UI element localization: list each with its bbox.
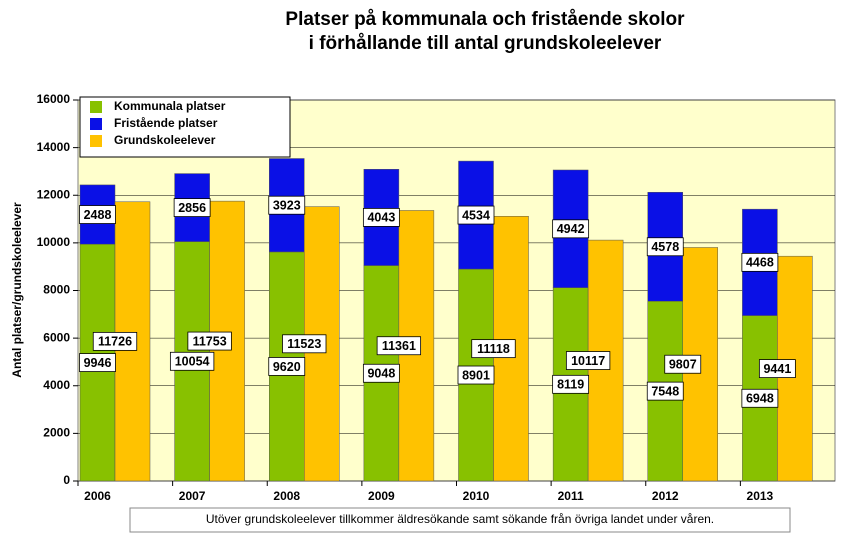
value-label-box <box>741 252 779 272</box>
value-label-box <box>565 351 611 370</box>
value-label-box <box>457 205 495 225</box>
value-label: 4534 <box>462 208 490 222</box>
value-label-box <box>471 339 516 359</box>
x-tick-label: 2013 <box>747 489 774 503</box>
value-label: 11361 <box>382 339 416 353</box>
value-label: 3923 <box>273 199 301 213</box>
value-label: 11118 <box>477 342 510 356</box>
value-label: 2856 <box>178 201 206 215</box>
value-label-box <box>282 334 327 354</box>
value-label-box <box>376 336 422 356</box>
value-label-box <box>268 195 306 215</box>
x-tick-label: 2010 <box>463 489 490 503</box>
value-label: 10117 <box>571 354 605 368</box>
y-tick-label: 2000 <box>43 426 70 440</box>
value-label-box <box>92 331 138 351</box>
value-label: 4942 <box>557 222 585 236</box>
value-label-box <box>552 374 590 394</box>
value-label-box <box>741 388 779 408</box>
value-label-box <box>646 381 684 401</box>
value-label: 11726 <box>98 335 132 349</box>
value-label: 2488 <box>84 208 112 222</box>
value-label: 8901 <box>462 368 490 382</box>
y-axis-label: Antal platser/grundskoleelever <box>10 202 24 378</box>
legend-label: Grundskoleelever <box>114 133 216 147</box>
value-label: 9620 <box>273 360 301 374</box>
value-label-box <box>79 205 116 224</box>
value-label-box <box>758 359 796 378</box>
legend-swatch <box>90 135 102 147</box>
value-label-box <box>457 365 495 385</box>
note-box <box>129 507 791 533</box>
x-tick-label: 2006 <box>84 489 111 503</box>
value-label: 4043 <box>367 211 395 225</box>
value-label: 11753 <box>193 334 227 348</box>
x-tick-label: 2007 <box>179 489 206 503</box>
value-label: 11523 <box>287 337 321 351</box>
value-label-box <box>268 357 306 376</box>
y-tick-label: 4000 <box>43 378 70 392</box>
chart-title: i förhållande till antal grundskoleeleve… <box>309 33 662 54</box>
legend-label: Kommunala platser <box>114 99 226 113</box>
value-label-box <box>362 363 400 383</box>
legend-box <box>79 96 291 158</box>
value-label-box <box>187 331 232 351</box>
value-label-box <box>552 219 590 239</box>
value-label: 9441 <box>763 362 791 376</box>
x-tick-label: 2008 <box>273 489 300 503</box>
value-label-box <box>173 198 211 217</box>
y-tick-label: 16000 <box>37 92 71 106</box>
value-label: 4468 <box>746 256 774 270</box>
value-label: 4578 <box>651 240 679 254</box>
chart-title: Platser på kommunala och fristående skol… <box>285 9 685 30</box>
value-label: 9807 <box>669 358 697 372</box>
x-tick-label: 2012 <box>652 489 679 503</box>
y-tick-label: 14000 <box>37 140 71 154</box>
value-label: 7548 <box>651 384 679 398</box>
value-label-box <box>646 237 684 257</box>
value-label: 9946 <box>84 356 112 370</box>
legend-swatch <box>90 101 102 113</box>
value-label: 9048 <box>367 367 395 381</box>
x-tick-label: 2011 <box>558 489 584 503</box>
legend-label: Fristående platser <box>114 116 218 130</box>
annotation: Utöver grundskoleelever tillkommer äldre… <box>206 512 714 526</box>
legend-swatch <box>90 118 102 130</box>
value-label-box <box>362 208 400 227</box>
y-tick-label: 0 <box>63 473 70 487</box>
value-label: 10054 <box>175 355 210 369</box>
y-tick-label: 6000 <box>43 330 70 344</box>
x-tick-label: 2009 <box>368 489 395 503</box>
value-label: 8119 <box>557 378 584 392</box>
value-label-box <box>169 351 215 371</box>
value-label: 6948 <box>746 392 774 406</box>
value-label-box <box>79 353 116 372</box>
value-label-box <box>664 354 702 374</box>
y-tick-label: 8000 <box>43 283 70 297</box>
y-tick-label: 10000 <box>37 235 71 249</box>
y-tick-label: 12000 <box>37 187 71 201</box>
